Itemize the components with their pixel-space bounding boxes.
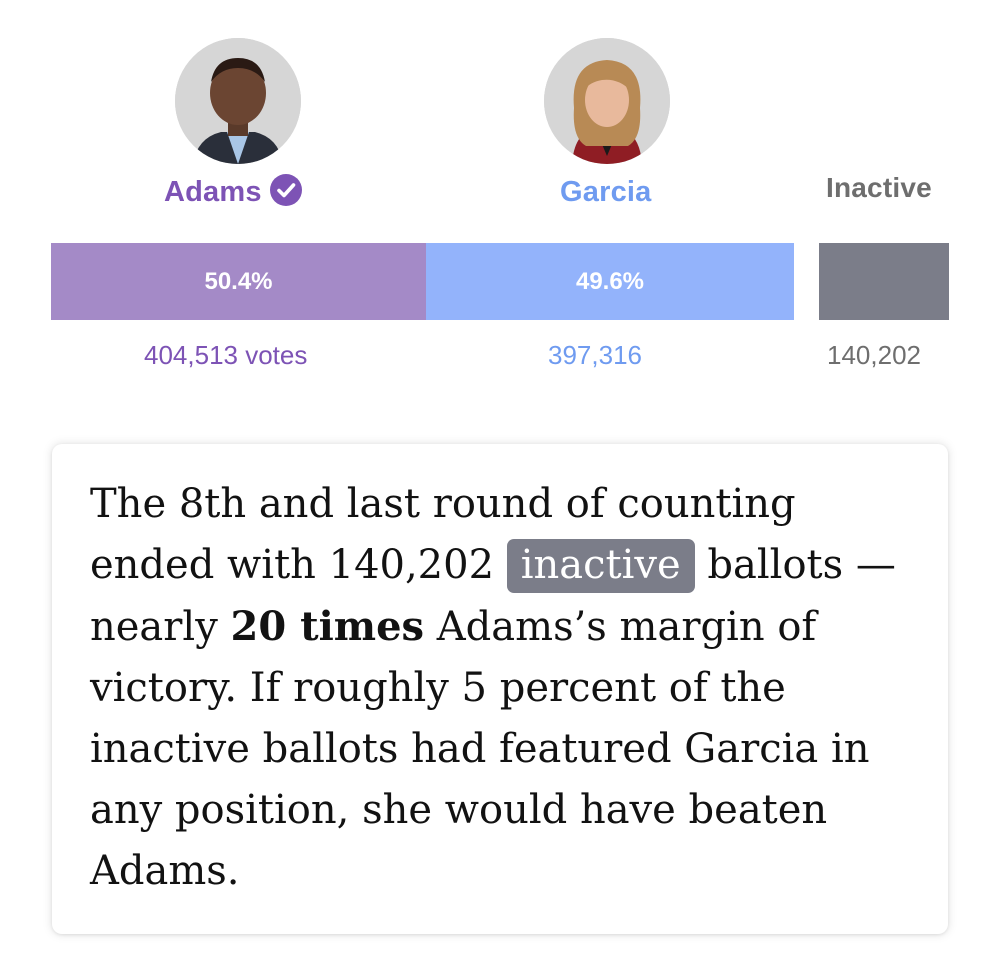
explanation-text: The 8th and last round of counting ended… [90,474,910,902]
inactive-name: Inactive [826,172,932,203]
explanation-card [52,444,948,934]
garcia-avatar [544,38,670,164]
adams-name-label: Adams [164,176,262,208]
adams-bar: 50.4% [51,243,426,320]
verified-check-icon [269,174,302,206]
adams-avatar [175,38,301,164]
inactive-votes-label: 140,202 [827,340,921,370]
explanation-text-part-3: Adams’s margin of victory. If roughly 5 … [90,604,870,894]
inactive-highlight: inactive [506,539,695,593]
explanation-text-part-1: The 8th and last round of counting ended… [90,481,796,588]
adams-percent-label: 50.4% [204,267,273,295]
garcia-votes-label: 397,316 [548,340,642,370]
garcia-percent-label: 49.6% [575,267,645,295]
inactive-bar [819,243,949,320]
adams-name: Adams [164,174,302,209]
adams-votes-label: 404,513 votes [144,340,308,370]
garcia-bar: 49.6% [426,243,794,320]
explanation-bold-multiplier: 20 times [230,603,425,650]
garcia-name: Garcia [560,176,652,208]
explanation-text-part-2: ballots — nearly [90,542,896,650]
